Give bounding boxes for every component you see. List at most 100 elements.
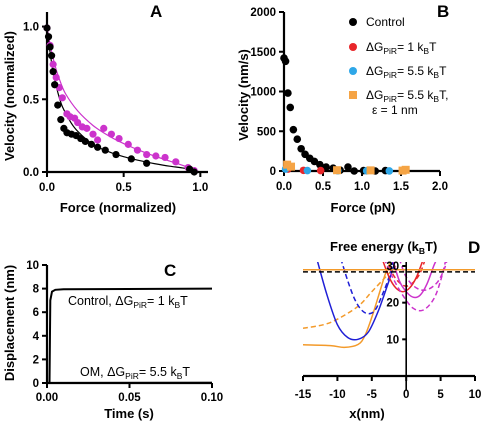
panel-a-axes: [45, 12, 208, 174]
panel-a-point: [81, 137, 89, 146]
panel-a-point: [152, 152, 160, 160]
panel-d-curves: [303, 262, 475, 349]
panel-b-ytick-label: 0: [270, 166, 276, 178]
legend-label: Control: [366, 15, 405, 29]
panel-b-point: [322, 163, 330, 171]
panel-b-point: [297, 144, 305, 153]
panel-label-c: C: [164, 261, 176, 280]
panel-c-ytick-label: 0: [33, 378, 39, 390]
panel-d-xlabel: x(nm): [349, 406, 384, 421]
panel-d-title: Free energy (kBT): [330, 239, 437, 256]
panel-a-plot: 0.0 0.5 1.0 0.0 0.5 1.0: [23, 12, 208, 194]
legend-label: ΔGPiR= 5.5 kBT,: [366, 88, 448, 104]
panel-d-xtick-label: 0: [403, 389, 409, 401]
panel-c-xlabel: Time (s): [104, 406, 154, 421]
panel-a-fit-line: [46, 26, 201, 173]
panel-a-point: [57, 116, 65, 124]
legend-label: ΔGPiR= 5.5 kBT: [366, 64, 447, 80]
panel-b-point: [281, 57, 290, 66]
panel-a-point: [172, 158, 180, 166]
panel-a-point: [58, 94, 66, 102]
panel-d-ytick-label: 30: [386, 261, 399, 273]
panel-a-point: [46, 43, 54, 51]
panel-b-point-square: [287, 162, 296, 171]
legend-marker: [349, 43, 357, 51]
panel-a-ylabel: Velocity (normalized): [2, 31, 17, 161]
panel-a-xtick-label: 1.0: [192, 182, 208, 194]
panel-d-ytick-label: 10: [386, 334, 399, 346]
panel-b-ytick-label: 1000: [250, 87, 276, 99]
panel-a-point: [44, 33, 53, 41]
panel-a-point: [52, 73, 60, 82]
panel-d-ytick-label: 20: [386, 298, 399, 310]
panel-b-point: [316, 166, 325, 175]
panel-c-xtick-label: 0.05: [118, 392, 141, 404]
panel-a-fit-line: [46, 26, 196, 172]
legend-marker-square: [349, 91, 357, 99]
panel-d-xtick-label: 10: [469, 389, 482, 401]
panel-b-point: [289, 125, 298, 134]
panel-b-point-square: [366, 166, 375, 175]
panel-a-point: [83, 124, 91, 132]
panel-a-point: [124, 140, 132, 148]
panel-b-ytick-label: 500: [257, 126, 276, 138]
panel-a-point: [94, 136, 102, 144]
panel-d-xtick-label: -10: [329, 389, 346, 401]
panel-a-xtick-label: 0.5: [116, 182, 133, 194]
panel-a-xtick-label: 0.0: [39, 182, 55, 194]
legend-marker: [349, 67, 357, 75]
panel-b-legend: Control ΔGPiR= 1 kBT ΔGPiR= 5.5 kBT ΔGPiR= …: [349, 15, 448, 117]
panel-c-annotation: OM, ΔGPiR= 5.5 kBT: [80, 365, 190, 381]
panel-b-xlabel: Force (pN): [331, 200, 396, 215]
panel-a-point: [48, 52, 56, 60]
panel-c-ylabel: Displacement (nm): [2, 265, 17, 381]
panel-b-point: [303, 166, 312, 175]
panel-a-point: [115, 134, 123, 143]
panel-c-ytick-label: 10: [26, 260, 39, 272]
panel-label-b: B: [437, 2, 449, 21]
panel-a-ytick-label: 0.0: [23, 167, 39, 179]
panel-b-ytick-label: 2000: [250, 7, 276, 19]
panel-label-d: D: [468, 238, 480, 257]
panel-a-point: [94, 143, 102, 151]
panel-b-point: [316, 160, 324, 169]
panel-c-ytick-label: 6: [33, 307, 39, 319]
panel-d-energy-curve: [303, 262, 392, 349]
panel-a-point: [143, 159, 151, 167]
panel-a-xlabel: Force (normalized): [60, 200, 176, 215]
panel-a-point: [127, 155, 135, 163]
panel-a-point: [87, 140, 96, 148]
panel-b-point: [286, 103, 295, 112]
panel-a-ytick-label: 0.5: [23, 94, 40, 106]
panel-a-point: [101, 146, 109, 154]
panel-d-xtick-label: -5: [367, 389, 378, 401]
panel-label-a: A: [150, 2, 162, 21]
panel-c-annotation: Control, ΔGPiR= 1 kBT: [68, 294, 188, 310]
panel-a-point: [100, 124, 108, 132]
panel-d-xtick-label: -15: [295, 389, 312, 401]
panel-c-ytick-label: 2: [33, 354, 39, 366]
panel-a-point: [112, 150, 120, 159]
legend-label: ΔGPiR= 1 kBT: [366, 40, 437, 56]
panel-b-point-square: [333, 166, 342, 175]
panel-d-energy-curve: [316, 262, 396, 341]
panel-b-xtick-label: 0.0: [276, 181, 292, 193]
panel-a-point: [107, 130, 115, 138]
panel-b-xtick-label: 1.0: [354, 181, 370, 193]
panel-b-point: [293, 135, 302, 143]
panel-b-ytick-label: 1500: [250, 47, 276, 59]
panel-a-point: [161, 153, 169, 162]
panel-b-point: [350, 167, 359, 175]
panel-c-ytick-label: 4: [33, 331, 40, 343]
panel-b-xtick-label: 1.5: [393, 181, 410, 193]
panel-b-xtick-label: 0.5: [315, 181, 332, 193]
panel-d-xtick-label: 5: [437, 389, 444, 401]
panel-a-point: [133, 146, 142, 154]
panel-a-point: [49, 60, 57, 68]
panel-b-point: [344, 163, 352, 171]
panel-d-energy-curve: [382, 262, 424, 293]
legend-marker: [349, 18, 357, 26]
panel-d-energy-curve: [303, 265, 397, 330]
panel-a-point: [190, 168, 198, 176]
panel-c-xtick-label: 0.10: [201, 392, 223, 404]
